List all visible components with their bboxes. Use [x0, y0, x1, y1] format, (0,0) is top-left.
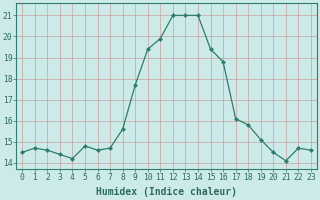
- X-axis label: Humidex (Indice chaleur): Humidex (Indice chaleur): [96, 187, 237, 197]
